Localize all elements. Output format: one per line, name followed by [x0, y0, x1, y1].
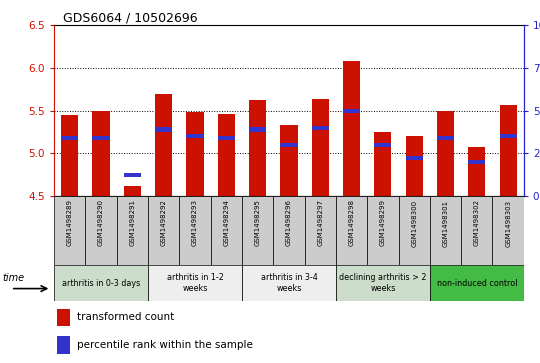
- Bar: [312, 126, 329, 130]
- Bar: [85, 196, 117, 265]
- Bar: [367, 196, 399, 265]
- Bar: [430, 265, 524, 301]
- Bar: [343, 109, 360, 113]
- Bar: [305, 196, 336, 265]
- Bar: [437, 136, 454, 140]
- Bar: [242, 265, 336, 301]
- Text: GSM1498291: GSM1498291: [129, 200, 136, 246]
- Bar: [186, 134, 204, 138]
- Text: GSM1498300: GSM1498300: [411, 200, 417, 246]
- Bar: [117, 196, 148, 265]
- Text: GSM1498290: GSM1498290: [98, 200, 104, 246]
- Text: GSM1498298: GSM1498298: [348, 200, 355, 246]
- Bar: [61, 115, 78, 196]
- Bar: [155, 127, 172, 132]
- Text: GDS6064 / 10502696: GDS6064 / 10502696: [63, 11, 198, 24]
- Bar: [461, 196, 492, 265]
- Bar: [374, 132, 392, 196]
- Bar: [249, 101, 266, 196]
- Bar: [280, 125, 298, 196]
- Bar: [218, 136, 235, 140]
- Bar: [249, 127, 266, 132]
- Bar: [155, 94, 172, 196]
- Text: GSM1498294: GSM1498294: [223, 200, 230, 246]
- Bar: [437, 111, 454, 196]
- Bar: [186, 113, 204, 196]
- Bar: [343, 61, 360, 196]
- Bar: [336, 265, 430, 301]
- Bar: [312, 99, 329, 196]
- Text: GSM1498301: GSM1498301: [442, 200, 449, 246]
- Text: GSM1498302: GSM1498302: [474, 200, 480, 246]
- Text: GSM1498292: GSM1498292: [160, 200, 167, 246]
- Bar: [242, 196, 273, 265]
- Bar: [92, 136, 110, 140]
- Bar: [500, 105, 517, 196]
- Text: GSM1498297: GSM1498297: [317, 200, 323, 246]
- Bar: [54, 196, 85, 265]
- Bar: [148, 196, 179, 265]
- Text: arthritis in 3-4
weeks: arthritis in 3-4 weeks: [260, 273, 318, 293]
- Bar: [92, 111, 110, 196]
- Bar: [430, 196, 461, 265]
- Text: GSM1498296: GSM1498296: [286, 200, 292, 246]
- Bar: [54, 265, 148, 301]
- Bar: [468, 147, 485, 196]
- Text: non-induced control: non-induced control: [436, 279, 517, 287]
- Bar: [57, 309, 70, 326]
- Bar: [148, 265, 242, 301]
- Text: declining arthritis > 2
weeks: declining arthritis > 2 weeks: [339, 273, 427, 293]
- Bar: [273, 196, 305, 265]
- Text: GSM1498303: GSM1498303: [505, 200, 511, 246]
- Bar: [57, 337, 70, 354]
- Bar: [280, 143, 298, 147]
- Bar: [124, 186, 141, 196]
- Bar: [468, 160, 485, 164]
- Text: transformed count: transformed count: [77, 312, 174, 322]
- Text: GSM1498293: GSM1498293: [192, 200, 198, 246]
- Bar: [124, 172, 141, 177]
- Bar: [374, 143, 392, 147]
- Bar: [406, 136, 423, 196]
- Bar: [500, 134, 517, 138]
- Bar: [61, 136, 78, 140]
- Text: GSM1498295: GSM1498295: [254, 200, 261, 246]
- Text: time: time: [3, 273, 25, 283]
- Bar: [492, 196, 524, 265]
- Bar: [399, 196, 430, 265]
- Bar: [179, 196, 211, 265]
- Text: arthritis in 0-3 days: arthritis in 0-3 days: [62, 279, 140, 287]
- Text: GSM1498289: GSM1498289: [66, 200, 73, 246]
- Text: GSM1498299: GSM1498299: [380, 200, 386, 246]
- Bar: [211, 196, 242, 265]
- Text: percentile rank within the sample: percentile rank within the sample: [77, 340, 253, 350]
- Bar: [218, 114, 235, 196]
- Text: arthritis in 1-2
weeks: arthritis in 1-2 weeks: [166, 273, 224, 293]
- Bar: [336, 196, 367, 265]
- Bar: [406, 155, 423, 160]
